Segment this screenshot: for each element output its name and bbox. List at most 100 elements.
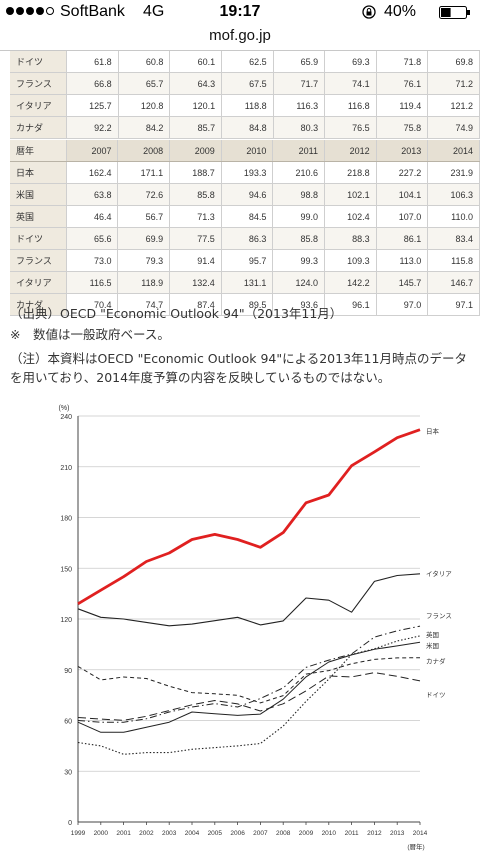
value-cell: 71.7 [273,72,326,95]
value-cell: 61.8 [66,51,119,73]
y-tick-label: 60 [64,719,72,726]
value-cell: 79.3 [117,249,171,272]
value-cell: 109.3 [324,249,377,272]
series-line [77,657,421,704]
value-cell: 110.0 [427,205,480,228]
signal-dot [46,7,54,15]
x-tick-label: 2014 [413,830,428,837]
value-cell: 118.8 [221,94,274,117]
value-cell: 102.4 [324,205,377,228]
value-cell: 76.5 [324,116,377,139]
value-cell: 115.8 [427,249,480,272]
x-tick-label: 2005 [208,830,223,837]
value-cell: 124.0 [272,271,326,294]
value-cell: 119.4 [376,94,429,117]
x-tick-label: 1999 [71,830,86,837]
battery-icon [439,6,470,19]
table-row: 米国 63.8 72.6 85.8 94.6 98.8 102.1 104.1 106.3 [10,183,480,206]
series-end-label: 米国 [426,641,439,650]
value-cell: 75.8 [376,116,429,139]
value-cell: 74.9 [427,116,480,139]
value-cell: 116.5 [66,271,119,294]
status-bar: SoftBank 4G 19:17 40% [0,0,480,24]
series-line [77,635,421,755]
header-year: 2009 [169,140,222,162]
value-cell: 65.9 [273,51,326,73]
debt-table-2007-2014: 暦年 2007 2008 2009 2010 2011 2012 2013 2014 日本 162… [10,140,480,316]
x-tick-label: 2012 [367,830,382,837]
value-cell: 84.5 [221,205,274,228]
series-end-label: 日本 [426,427,440,436]
country-cell: 日本 [10,161,67,184]
signal-dot [36,7,44,15]
value-cell: 89.5 [221,293,274,316]
value-cell: 99.0 [272,205,326,228]
value-cell: 227.2 [376,161,429,184]
value-cell: 121.2 [427,94,480,117]
series-end-label: ドイツ [426,692,446,699]
header-year: 2007 [66,140,119,162]
value-cell: 72.6 [117,183,171,206]
value-cell: 193.3 [221,161,274,184]
value-cell: 73.0 [66,249,119,272]
table-header-row: 暦年 2007 2008 2009 2010 2011 2012 2013 2014 [10,140,480,162]
value-cell: 106.3 [427,183,480,206]
value-cell: 102.1 [324,183,377,206]
value-cell: 84.8 [221,116,274,139]
y-tick-label: 30 [64,769,72,776]
disclaimer-note: （注）本資料はOECD "Economic Outlook 94"による2013… [10,351,467,385]
x-tick-label: 2002 [139,830,154,837]
x-tick-label: 2007 [253,830,268,837]
value-cell: 125.7 [66,94,119,117]
value-cell: 146.7 [427,271,480,294]
x-tick-label: 2013 [390,830,405,837]
value-cell: 95.7 [221,249,274,272]
x-tick-label: 2003 [162,830,177,837]
signal-dot [26,7,34,15]
value-cell: 65.7 [118,72,171,95]
y-tick-label: 150 [60,566,72,573]
series-line [77,428,421,606]
value-cell: 188.7 [169,161,222,184]
x-tick-label: 2000 [94,830,109,837]
network-type: 4G [143,3,165,20]
value-cell: 93.6 [272,293,326,316]
y-tick-label: 210 [60,465,72,472]
value-cell: 69.9 [117,227,171,250]
address-bar[interactable]: mof.go.jp [209,27,271,44]
value-cell: 116.8 [324,94,377,117]
signal-dot [6,7,14,15]
value-cell: 97.1 [427,293,480,316]
value-cell: 99.3 [272,249,326,272]
value-cell: 80.3 [273,116,326,139]
value-cell: 104.1 [376,183,429,206]
value-cell: 71.2 [427,72,480,95]
value-cell: 91.4 [169,249,222,272]
value-cell: 71.8 [376,51,429,73]
value-cell: 85.8 [169,183,222,206]
value-cell: 63.8 [66,183,119,206]
value-cell: 132.4 [169,271,222,294]
basis-note: ※ 数値は一般政府ベース。 [10,327,170,342]
value-cell: 131.1 [221,271,274,294]
value-cell: 77.5 [169,227,222,250]
battery-percent: 40% [384,3,417,20]
value-cell: 66.8 [66,72,119,95]
table-row: イタリア 125.7 120.8 120.1 118.8 116.3 116.8 119.4 1… [10,94,480,117]
value-cell: 76.1 [376,72,429,95]
value-cell: 96.1 [324,293,377,316]
signal-dot [16,7,24,15]
header-year: 2014 [427,140,480,162]
value-cell: 65.6 [66,227,119,250]
country-cell: イタリア [10,94,67,117]
country-cell: フランス [10,249,67,272]
y-tick-label: 90 [64,668,72,675]
value-cell: 113.0 [376,249,429,272]
value-cell: 86.1 [376,227,429,250]
value-cell: 120.8 [118,94,171,117]
value-cell: 88.3 [324,227,377,250]
table-row: 日本 162.4 171.1 188.7 193.3 210.6 218.8 227.2 231… [10,161,480,184]
value-cell: 94.6 [221,183,274,206]
value-cell: 107.0 [376,205,429,228]
value-cell: 171.1 [117,161,171,184]
